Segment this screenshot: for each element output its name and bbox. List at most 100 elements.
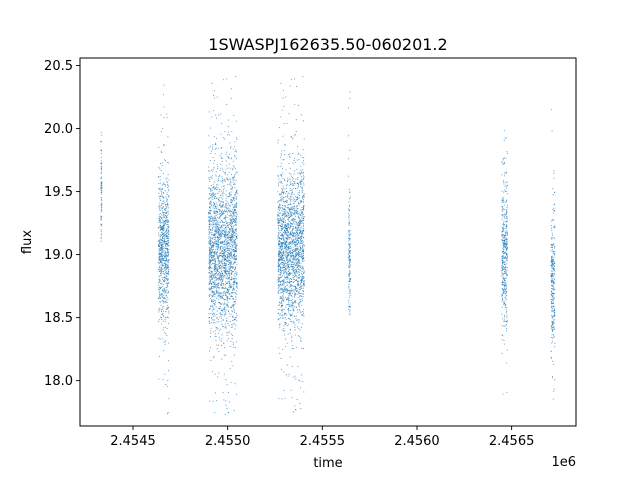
data-point	[163, 234, 166, 236]
data-point	[163, 216, 165, 218]
data-point	[160, 231, 162, 234]
data-point	[208, 235, 210, 237]
data-point	[231, 310, 233, 312]
data-point	[159, 195, 161, 197]
data-point	[222, 273, 224, 276]
data-point	[290, 192, 293, 194]
data-point	[299, 174, 301, 176]
data-point	[160, 274, 162, 276]
data-point	[278, 304, 281, 306]
data-point	[162, 237, 165, 239]
data-point	[167, 247, 169, 250]
data-point	[220, 276, 222, 278]
data-point	[158, 257, 160, 259]
data-point	[215, 278, 217, 280]
data-point	[288, 267, 290, 269]
data-point	[296, 243, 298, 245]
data-point	[303, 347, 305, 349]
data-point	[280, 357, 282, 359]
data-point	[226, 277, 228, 279]
data-point	[302, 148, 304, 151]
data-point	[291, 301, 294, 303]
data-point	[233, 215, 235, 217]
data-point	[285, 265, 287, 267]
data-point	[286, 196, 288, 198]
data-point	[298, 291, 300, 293]
data-point	[222, 319, 224, 321]
data-point	[226, 254, 228, 256]
data-point	[214, 373, 216, 375]
data-point	[303, 257, 305, 259]
data-point	[231, 239, 233, 241]
data-point	[162, 196, 164, 198]
data-point	[163, 277, 165, 279]
data-point	[286, 257, 288, 259]
data-point	[300, 236, 302, 238]
data-point	[301, 243, 303, 245]
data-point	[288, 289, 290, 291]
data-point	[210, 266, 212, 269]
data-point	[219, 174, 221, 176]
data-point	[298, 184, 300, 186]
data-point	[165, 272, 167, 274]
data-point	[293, 347, 295, 350]
data-point	[162, 210, 164, 212]
data-point	[286, 201, 288, 203]
data-point	[224, 243, 226, 245]
data-point	[279, 271, 281, 273]
data-point	[163, 117, 165, 119]
data-point	[285, 244, 287, 246]
data-point	[285, 225, 287, 227]
data-point	[296, 146, 299, 148]
data-point	[298, 152, 300, 154]
data-point	[163, 243, 165, 245]
data-point	[219, 154, 221, 156]
data-point	[158, 249, 161, 251]
data-point	[220, 213, 222, 215]
data-point	[302, 217, 304, 219]
data-point	[158, 278, 160, 280]
data-point	[289, 328, 291, 331]
data-point	[228, 290, 230, 292]
data-point	[226, 178, 228, 180]
data-point	[278, 208, 280, 210]
data-point	[159, 202, 161, 204]
data-point	[348, 213, 350, 215]
data-point	[303, 244, 305, 246]
data-point	[279, 324, 281, 326]
data-point	[297, 239, 299, 241]
data-point	[221, 200, 223, 202]
data-point	[281, 150, 283, 152]
data-point	[165, 233, 167, 235]
data-point	[224, 251, 226, 253]
data-point	[292, 183, 294, 185]
data-point	[213, 283, 215, 285]
data-point	[225, 404, 227, 406]
data-point	[230, 184, 232, 186]
data-point	[233, 318, 235, 320]
data-point	[218, 222, 220, 224]
data-point	[231, 334, 234, 336]
data-point	[219, 260, 221, 262]
data-point	[220, 265, 222, 267]
data-point	[282, 269, 284, 271]
data-point	[228, 275, 230, 277]
data-point	[210, 145, 212, 147]
data-point	[214, 264, 217, 266]
data-point	[220, 292, 222, 294]
data-point	[297, 105, 300, 107]
data-point	[233, 219, 235, 221]
data-point	[236, 234, 238, 236]
data-point	[214, 260, 217, 262]
data-point	[168, 225, 170, 227]
data-point	[222, 309, 224, 311]
data-point	[228, 157, 230, 159]
data-point	[158, 239, 160, 241]
data-point	[222, 170, 224, 172]
data-point	[294, 334, 296, 336]
data-point	[160, 264, 162, 266]
data-point	[101, 134, 103, 136]
data-point	[217, 228, 219, 230]
data-point	[219, 209, 221, 211]
